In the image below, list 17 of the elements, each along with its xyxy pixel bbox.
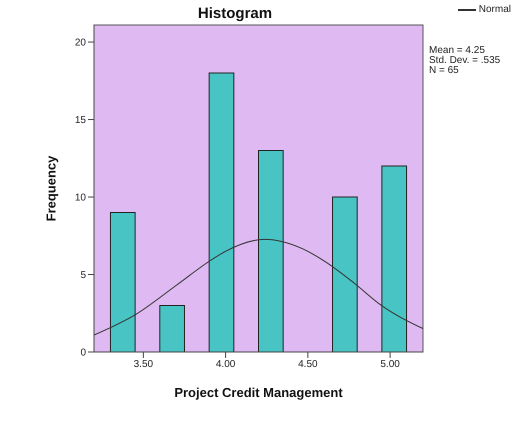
x-tick-label: 4.50 [298, 359, 318, 370]
x-tick-label: 4.00 [216, 359, 236, 370]
line-series [94, 238, 423, 336]
y-tick-label: 20 [74, 38, 86, 49]
y-tick-label: 5 [80, 270, 86, 282]
x-tick-label: 3.50 [134, 359, 154, 370]
text: N = 65 [429, 65, 460, 76]
text: Std. Dev. = .535 [429, 55, 500, 66]
x-axis-title: Project Credit Management [174, 385, 344, 400]
text: Mean = 4.25 [429, 45, 486, 56]
y-tick-label: 15 [74, 115, 86, 126]
y-axis-title: Frequency [44, 154, 59, 222]
x-tick-label: 5.00 [380, 359, 400, 370]
chart-title: Histogram [196, 5, 274, 22]
y-tick-label: 0 [80, 348, 86, 359]
legend-label: Normal [478, 4, 511, 15]
y-tick-label: 10 [74, 192, 86, 204]
